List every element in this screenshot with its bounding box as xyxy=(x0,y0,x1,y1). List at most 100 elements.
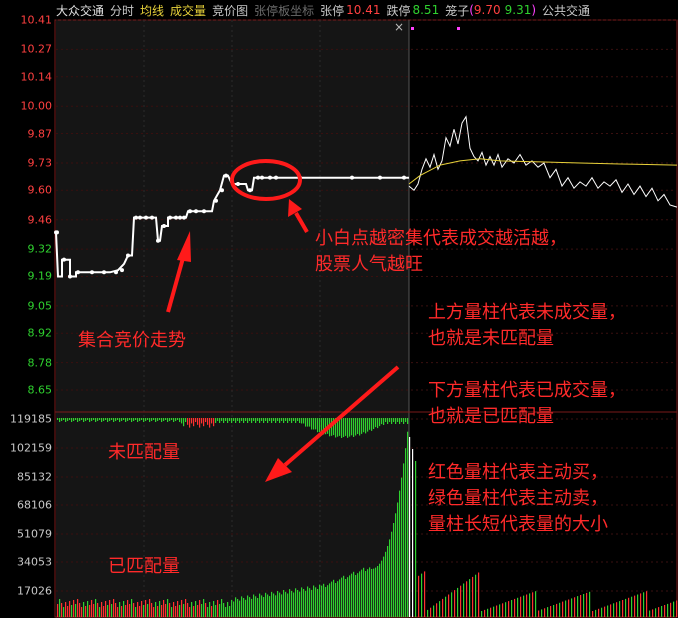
volume-bar xyxy=(454,590,456,617)
unmatched-bar xyxy=(197,418,199,425)
unmatched-bar xyxy=(239,418,241,423)
volume-bar xyxy=(155,602,157,617)
tab-average-line[interactable]: 均线 xyxy=(140,3,165,18)
limit-up-value: 10.41 xyxy=(346,3,381,17)
trade-dot xyxy=(248,188,252,193)
unmatched-bar xyxy=(115,418,117,421)
unmatched-bar xyxy=(305,418,307,427)
unmatched-bar xyxy=(217,418,219,421)
unmatched-bar xyxy=(229,418,231,421)
unmatched-bar xyxy=(171,418,173,420)
volume-bar xyxy=(399,490,401,617)
trade-dot xyxy=(168,215,172,220)
volume-bar xyxy=(670,602,672,618)
volume-bar xyxy=(117,607,119,617)
volume-bar xyxy=(373,568,375,617)
tab-auction-chart[interactable]: 竞价图 xyxy=(212,3,249,18)
unmatched-volume-bars xyxy=(57,418,409,438)
volume-bar xyxy=(547,607,549,617)
unmatched-bar xyxy=(167,418,169,422)
unmatched-bar xyxy=(209,418,211,428)
unmatched-bar xyxy=(69,418,71,420)
unmatched-bar xyxy=(375,418,377,428)
volume-bar xyxy=(299,591,301,617)
unmatched-bar xyxy=(307,418,309,427)
volume-bar xyxy=(553,605,555,618)
arrow-bars xyxy=(283,365,400,467)
volume-bar xyxy=(347,577,349,617)
trade-dot xyxy=(102,270,106,275)
volume-bar xyxy=(565,600,567,617)
unmatched-bar xyxy=(273,418,275,421)
volume-bar xyxy=(157,606,159,617)
volume-bar xyxy=(95,599,97,617)
volume-bar xyxy=(215,605,217,617)
volume-bar xyxy=(646,591,648,617)
unmatched-bar xyxy=(359,418,361,436)
annotation-color-2: 绿色量柱代表主动卖， xyxy=(428,488,608,509)
volume-bar xyxy=(127,600,129,617)
volume-bar xyxy=(439,601,441,617)
unmatched-bar xyxy=(379,418,381,427)
volume-bar xyxy=(181,600,183,617)
close-icon[interactable]: × xyxy=(394,20,405,34)
unmatched-bar xyxy=(335,418,337,438)
volume-bar xyxy=(251,598,253,617)
unmatched-bar xyxy=(183,418,185,427)
volume-bar xyxy=(305,590,307,618)
unmatched-bar xyxy=(387,418,389,424)
volume-bar xyxy=(634,595,636,617)
volume-bar xyxy=(562,601,564,617)
unmatched-bar xyxy=(145,418,147,421)
volume-bar xyxy=(261,595,263,617)
unmatched-bar xyxy=(221,418,223,421)
volume-bar xyxy=(105,601,107,617)
unmatched-bar xyxy=(261,418,263,421)
volume-bar xyxy=(577,596,579,617)
unmatched-bar xyxy=(345,418,347,436)
tab-timeshare[interactable]: 分时 xyxy=(110,3,135,18)
annotation-color-3: 量柱长短代表量的大小 xyxy=(428,514,608,535)
volume-axis-label: 68106 xyxy=(17,498,52,512)
volume-bar xyxy=(79,603,81,617)
unmatched-bar xyxy=(205,418,207,422)
volume-bar xyxy=(643,592,645,617)
sector-name[interactable]: 公共交通 xyxy=(542,3,591,18)
unmatched-bar xyxy=(365,418,367,434)
volume-bar xyxy=(231,599,233,617)
marker-dot xyxy=(457,27,460,30)
volume-bar xyxy=(311,589,313,617)
volume-bar xyxy=(523,595,525,617)
volume-bar xyxy=(369,567,371,617)
volume-bar xyxy=(123,601,125,617)
volume-bar xyxy=(436,603,438,617)
volume-bar xyxy=(65,602,67,617)
unmatched-bar xyxy=(317,418,319,433)
volume-bar xyxy=(595,609,597,617)
unmatched-bar xyxy=(377,418,379,429)
volume-bar xyxy=(325,587,327,617)
volume-bar xyxy=(363,567,365,617)
volume-bar xyxy=(550,606,552,617)
unmatched-bar xyxy=(127,418,129,421)
volume-bar xyxy=(532,592,534,617)
volume-bar xyxy=(167,599,169,617)
annotation-matched: 已匹配量 xyxy=(108,556,180,577)
volume-bar xyxy=(77,599,79,617)
tab-volume[interactable]: 成交量 xyxy=(170,3,207,18)
tab-limit-coordinate[interactable]: 张停板坐标 xyxy=(254,3,315,18)
volume-bar xyxy=(121,606,123,617)
trade-dot xyxy=(202,209,206,214)
volume-bar xyxy=(257,598,259,618)
volume-bar xyxy=(211,606,213,617)
cage-open-paren: ( xyxy=(469,3,474,17)
trade-dot xyxy=(156,238,160,243)
trade-dots xyxy=(54,173,406,279)
volume-bar xyxy=(403,463,405,617)
volume-bar xyxy=(199,600,201,617)
price-axis-label: 9.46 xyxy=(27,213,53,227)
volume-bar xyxy=(91,600,93,617)
unmatched-bar xyxy=(215,418,217,423)
highlight-circle xyxy=(230,159,302,201)
intraday-price-line xyxy=(408,115,678,208)
